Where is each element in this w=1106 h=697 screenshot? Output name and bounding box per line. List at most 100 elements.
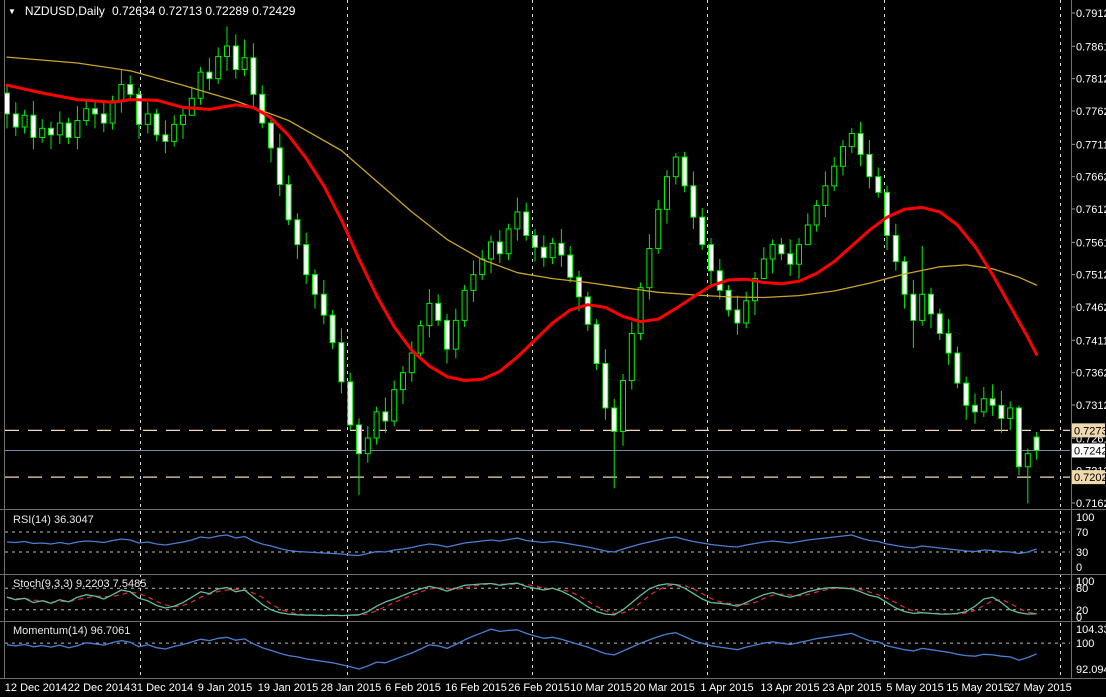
candle-bear (250, 57, 257, 95)
candle-bull (373, 411, 380, 439)
indicator-axis-label: 0 (1076, 612, 1082, 624)
candle-bear (884, 191, 890, 236)
date-tick-label: 15 May 2015 (946, 682, 1010, 694)
candle-bear (857, 133, 864, 155)
candle-bear (954, 352, 961, 384)
month-separator-gridlines (140, 0, 1061, 678)
candle-bull (215, 55, 222, 80)
date-tick-label: 13 Apr 2015 (760, 682, 819, 694)
candle-bear (558, 242, 565, 256)
price-tick-label: 0.78615 (1076, 41, 1106, 53)
candle-bear (347, 381, 354, 426)
price-level-badge: 0.72737 (1074, 425, 1106, 437)
candle-bear (611, 407, 618, 432)
chart-title: ▼ NZDUSD,Daily 0.72634 0.72713 0.72289 0… (8, 4, 295, 18)
candle-bull (1024, 453, 1031, 468)
rsi-indicator-label: RSI(14) 36.3047 (13, 514, 94, 526)
candle-bull (822, 185, 829, 206)
title-ohlc: 0.72634 0.72713 0.72289 0.72429 (111, 4, 296, 18)
candle-bear (206, 71, 213, 80)
candle-bull (408, 352, 415, 374)
candle-bear (945, 332, 952, 354)
candle-bear (285, 184, 292, 221)
candle-bear (593, 323, 600, 365)
candle-bull (461, 289, 468, 321)
candle-bull (171, 123, 178, 142)
date-tick-label: 9 Jan 2015 (198, 682, 252, 694)
price-level-badge: 0.72429 (1074, 445, 1106, 457)
candle-bear (162, 134, 169, 142)
symbol-dropdown-icon[interactable]: ▼ (8, 6, 16, 16)
candle-bull (83, 108, 90, 121)
price-tick-label: 0.79125 (1076, 8, 1106, 20)
candle-bull (180, 114, 186, 125)
candle-bull (364, 437, 371, 455)
candle-bear (294, 219, 301, 246)
candle-bull (655, 208, 662, 250)
candle-bear (320, 293, 327, 316)
candle-bull (672, 156, 679, 178)
candle-bear (963, 382, 970, 406)
candle-bull (224, 45, 230, 57)
candle-bear (989, 398, 996, 406)
date-tick-label: 5 May 2015 (886, 682, 943, 694)
price-tick-label: 0.77625 (1076, 106, 1106, 118)
candle-bull (760, 258, 767, 280)
candle-bull (804, 224, 811, 246)
time-axis: 12 Dec 2014 22 Dec 2014 31 Dec 2014 9 Jan 2… (5, 682, 1072, 694)
indicator-axis-label: 100 (1076, 512, 1094, 524)
price-tick-label: 0.73620 (1076, 368, 1106, 380)
candle-bull (21, 114, 28, 128)
date-tick-label: 1 Apr 2015 (700, 682, 753, 694)
candle-bear (787, 253, 794, 265)
candle-bull (514, 211, 521, 230)
candle-bear (338, 342, 345, 383)
indicator-axis-label: 0 (1076, 562, 1082, 574)
candle-bear (532, 234, 538, 248)
candle-bull (743, 300, 750, 324)
candle-bull (144, 113, 151, 125)
candle-bull (400, 372, 406, 391)
indicator-axis-label: 80 (1076, 583, 1088, 595)
candle-bear (602, 363, 609, 409)
price-tick-label: 0.77115 (1076, 139, 1106, 151)
date-tick-label: 16 Feb 2015 (445, 682, 507, 694)
candle-bull (664, 176, 670, 210)
rsi-axis: 100 70 30 0 (1076, 512, 1094, 574)
candle-bull (479, 258, 486, 276)
candle-bull (118, 84, 125, 102)
moving-averages (5, 56, 1039, 382)
candle-bull (452, 319, 459, 350)
price-tick-label: 0.73125 (1076, 400, 1106, 412)
candle-bear (232, 45, 239, 71)
candle-bull (796, 244, 802, 265)
candle-bear (48, 127, 54, 136)
candle-bull (620, 380, 626, 432)
candle-bull (628, 332, 635, 381)
date-tick-label: 28 Jan 2015 (321, 682, 382, 694)
candle-bull (549, 242, 556, 259)
candle-bull (109, 100, 116, 124)
price-level-lines (5, 429, 1070, 478)
ma-red (5, 83, 1039, 382)
candle-bear (910, 293, 917, 321)
indicator-axis-label: 100 (1076, 576, 1094, 588)
candle-bear (690, 185, 697, 218)
candle-bear (523, 211, 530, 236)
candle-bear (576, 276, 582, 298)
date-tick-label: 26 Feb 2015 (508, 682, 570, 694)
date-tick-label: 20 Mar 2015 (633, 682, 695, 694)
candle-bull (488, 241, 494, 260)
price-tick-label: 0.74625 (1076, 302, 1106, 314)
ma-yellow (6, 56, 1038, 299)
candle-bear (259, 93, 266, 124)
candle-bull (241, 57, 248, 71)
candle-bull (813, 204, 820, 226)
candle-bull (505, 228, 512, 255)
date-tick-label: 6 Feb 2015 (385, 682, 441, 694)
